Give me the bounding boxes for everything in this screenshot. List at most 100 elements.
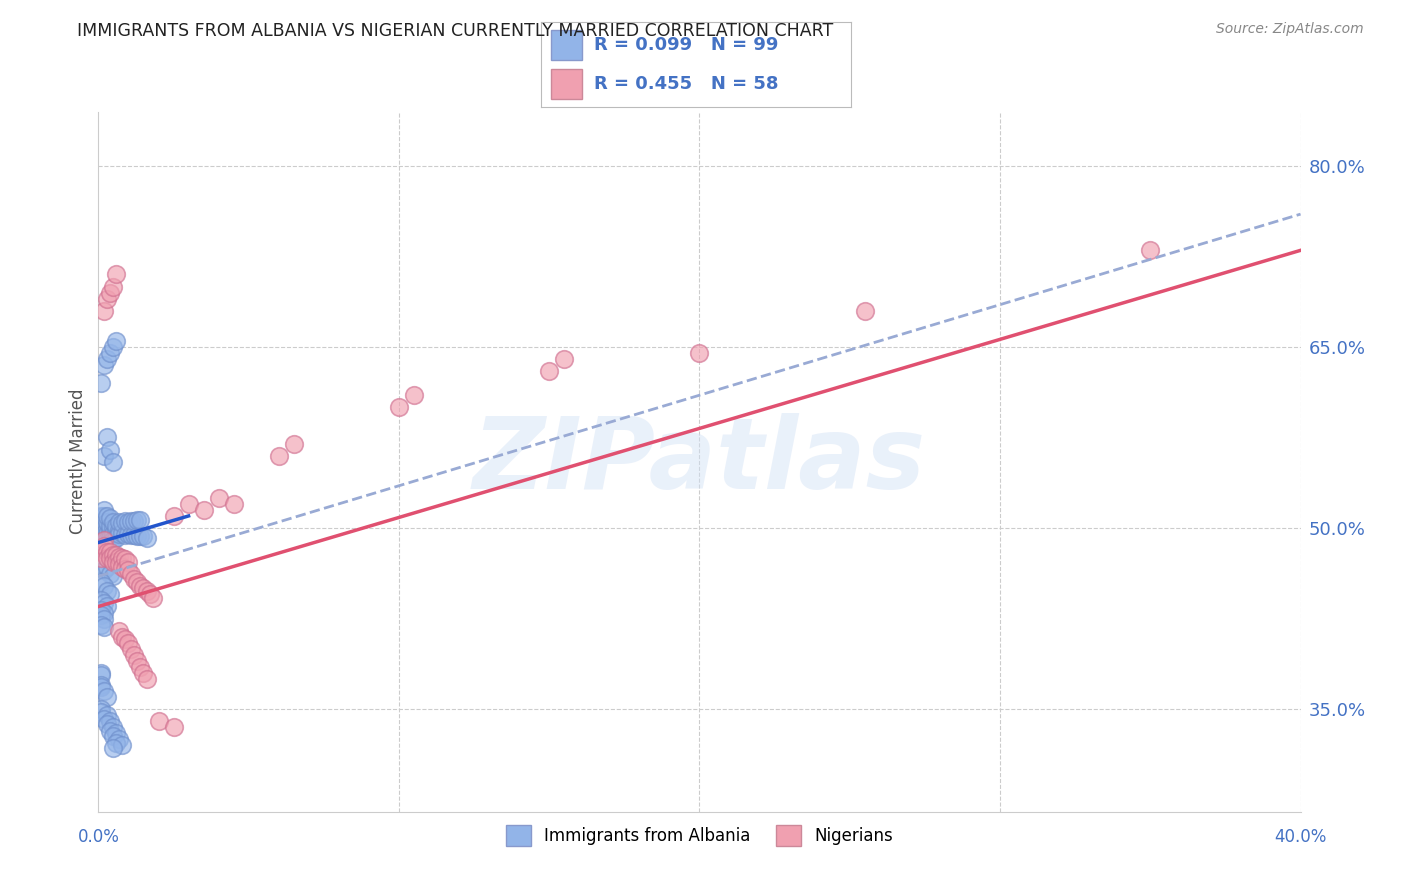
Point: [96, 599, 118, 614]
Point: [127, 654, 149, 668]
Point: [117, 636, 139, 650]
Point: [103, 340, 125, 354]
Point: [93, 515, 115, 529]
Point: [108, 624, 131, 638]
Point: [129, 529, 152, 543]
Point: [148, 714, 170, 728]
Point: [124, 572, 146, 586]
Point: [100, 524, 122, 538]
Point: [114, 552, 136, 566]
Point: [90, 527, 112, 541]
Point: [388, 401, 411, 415]
Point: [96, 539, 118, 553]
Point: [100, 587, 122, 601]
Point: [90, 545, 112, 559]
Point: [90, 681, 112, 695]
Point: [93, 535, 115, 549]
Point: [103, 533, 125, 547]
Point: [105, 524, 128, 538]
Point: [90, 603, 112, 617]
Point: [96, 551, 118, 566]
Point: [90, 551, 112, 566]
Point: [111, 516, 134, 531]
Point: [100, 285, 122, 300]
Point: [1139, 244, 1161, 258]
Point: [114, 514, 136, 528]
Point: [105, 268, 128, 282]
Point: [100, 566, 122, 581]
Point: [100, 551, 122, 566]
Point: [127, 529, 149, 543]
Point: [108, 549, 131, 564]
Point: [93, 521, 115, 535]
Point: [96, 351, 118, 366]
Point: [90, 558, 112, 572]
Point: [93, 684, 115, 698]
Point: [90, 376, 112, 391]
Point: [141, 591, 163, 605]
Point: [93, 527, 115, 541]
Point: [114, 562, 136, 576]
Text: R = 0.099   N = 99: R = 0.099 N = 99: [593, 36, 779, 54]
Point: [100, 518, 122, 533]
Point: [103, 569, 125, 583]
Text: IMMIGRANTS FROM ALBANIA VS NIGERIAN CURRENTLY MARRIED CORRELATION CHART: IMMIGRANTS FROM ALBANIA VS NIGERIAN CURR…: [77, 22, 834, 40]
Point: [100, 545, 122, 559]
Text: 40.0%: 40.0%: [1274, 829, 1327, 847]
Point: [103, 729, 125, 743]
Point: [553, 351, 575, 366]
Point: [96, 533, 118, 547]
Point: [96, 508, 118, 523]
Point: [108, 732, 131, 747]
Point: [93, 606, 115, 620]
Point: [108, 527, 131, 541]
Point: [121, 641, 143, 656]
Point: [124, 528, 146, 542]
Point: [111, 551, 134, 566]
Point: [100, 346, 122, 360]
Point: [103, 521, 125, 535]
Bar: [551, 69, 582, 99]
Point: [121, 528, 143, 542]
Point: [853, 303, 876, 318]
Point: [105, 531, 128, 545]
Point: [93, 712, 115, 726]
Point: [90, 593, 112, 607]
Point: [402, 388, 425, 402]
Point: [100, 442, 122, 457]
Point: [114, 528, 136, 542]
Point: [135, 672, 157, 686]
Point: [93, 563, 115, 577]
Point: [100, 511, 122, 525]
Text: R = 0.455   N = 58: R = 0.455 N = 58: [593, 75, 779, 93]
Point: [124, 514, 146, 528]
Point: [100, 714, 122, 728]
Point: [96, 521, 118, 535]
Point: [132, 529, 155, 543]
Point: [103, 740, 125, 755]
Point: [90, 678, 112, 692]
Legend: Immigrants from Albania, Nigerians: Immigrants from Albania, Nigerians: [499, 819, 900, 853]
Point: [90, 668, 112, 682]
Point: [111, 559, 134, 574]
Point: [105, 555, 128, 569]
Point: [96, 515, 118, 529]
Point: [90, 607, 112, 622]
Point: [103, 455, 125, 469]
Point: [103, 527, 125, 541]
Point: [96, 583, 118, 598]
Point: [108, 558, 131, 572]
Point: [105, 736, 128, 750]
Point: [96, 430, 118, 444]
Point: [100, 723, 122, 738]
Point: [121, 514, 143, 528]
Point: [93, 503, 115, 517]
Point: [90, 533, 112, 547]
Point: [129, 660, 152, 674]
Point: [193, 503, 215, 517]
Point: [100, 535, 122, 549]
Point: [103, 515, 125, 529]
Point: [108, 524, 131, 538]
Point: [90, 575, 112, 590]
Point: [103, 279, 125, 293]
